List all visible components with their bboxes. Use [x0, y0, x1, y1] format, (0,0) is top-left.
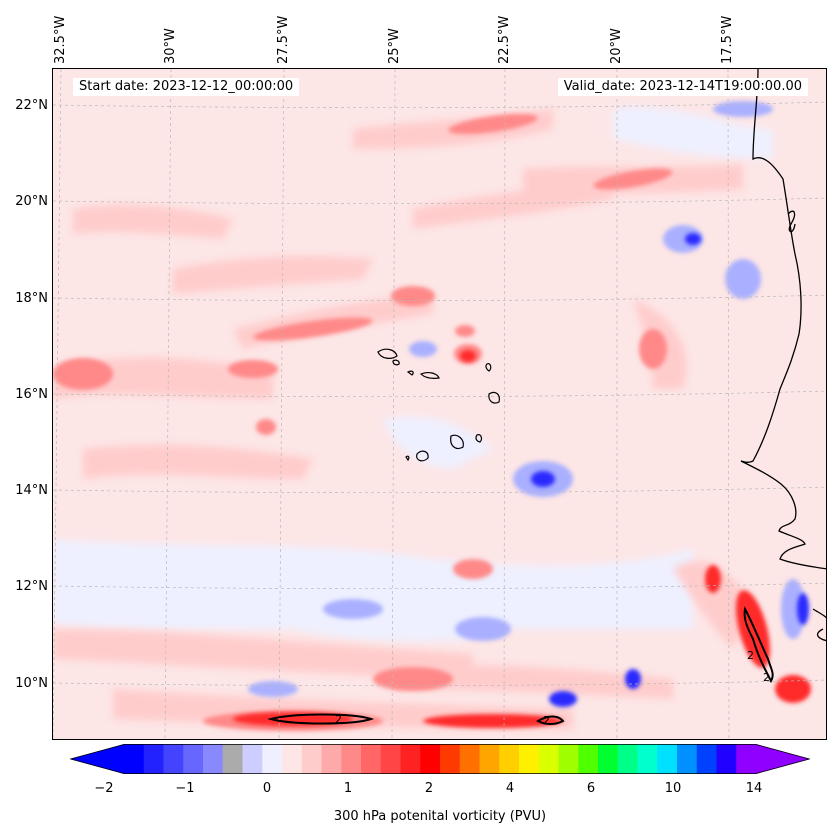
- lon-label: 30°W: [163, 28, 178, 64]
- colorbar-cell: [677, 744, 698, 774]
- lon-label: 22.5°W: [497, 15, 512, 64]
- colorbar-cell: [716, 744, 737, 774]
- valid-date-label: Valid_date: 2023-12-14T19:00:00.00: [557, 78, 808, 96]
- colorbar-cell: [163, 744, 184, 774]
- colorbar-cell: [262, 744, 283, 774]
- colorbar-tick: 6: [586, 781, 596, 796]
- lon-label: 25°W: [387, 28, 402, 64]
- lon-label: 17.5°W: [720, 15, 735, 64]
- colorbar-cell: [301, 744, 323, 774]
- lon-label: 20°W: [609, 28, 624, 64]
- lat-label: 14°N: [15, 483, 48, 498]
- lat-label: 18°N: [15, 291, 48, 306]
- colorbar-tick: −2: [94, 781, 114, 796]
- lon-label: 32.5°W: [53, 15, 68, 64]
- colorbar-cell: [143, 744, 165, 774]
- colorbar-cell: [203, 744, 224, 774]
- coastline: [740, 69, 826, 642]
- lat-label: 16°N: [15, 387, 48, 402]
- colorbar-cell: [637, 744, 658, 774]
- colorbar-cell: [420, 744, 441, 774]
- colorbar-cell: [183, 744, 204, 774]
- colorbar-cell: [519, 744, 540, 774]
- potential-vorticity-map: 2 2 2 2 Start date: 2023-12-12_00:00:00 …: [52, 68, 827, 740]
- pv-contour: [267, 606, 774, 725]
- colorbar-cell: [341, 744, 362, 774]
- colorbar-tick: 14: [745, 781, 763, 796]
- contour-label: 2: [543, 714, 550, 727]
- colorbar-outline: [70, 744, 810, 774]
- colorbar-cell: [380, 744, 402, 774]
- colorbar-cell: [499, 744, 520, 774]
- contour-labels: 2 2 2 2: [335, 649, 770, 727]
- lon-label: 27.5°W: [276, 15, 291, 64]
- colorbar-cell: [598, 744, 619, 774]
- colorbar-cell: [459, 744, 481, 774]
- colorbar-cell: [282, 744, 303, 774]
- contour-label: 2: [335, 713, 342, 726]
- colorbar-cell: [222, 744, 244, 774]
- colorbar-cell: [124, 744, 145, 774]
- colorbar-extend-max: [756, 744, 810, 774]
- start-date-label: Start date: 2023-12-12_00:00:00: [73, 78, 300, 96]
- colorbar-tick: 10: [664, 781, 682, 796]
- lat-label: 12°N: [15, 579, 48, 594]
- colorbar-cell: [736, 744, 757, 774]
- colorbar-tick: 4: [505, 781, 515, 796]
- colorbar-cell: [578, 744, 599, 774]
- colorbar-cell: [440, 744, 461, 774]
- colorbar-cell: [321, 744, 342, 774]
- colorbar-cell: [479, 744, 500, 774]
- colorbar-cell: [696, 744, 718, 774]
- colorbar-tick: 0: [262, 781, 272, 796]
- contour-label: 2: [763, 671, 770, 684]
- islands: [377, 348, 500, 462]
- colorbar-cell: [361, 744, 382, 774]
- colorbar-cell: [400, 744, 421, 774]
- colorbar-extend-min: [70, 744, 124, 774]
- lat-label: 10°N: [15, 676, 48, 691]
- colorbar-tick: 2: [424, 781, 434, 796]
- colorbar-cell: [617, 744, 639, 774]
- map-field: 2 2 2 2: [53, 69, 826, 739]
- colorbar-tick: 1: [343, 781, 353, 796]
- contour-label: 2: [747, 649, 754, 662]
- colorbar-cell: [558, 744, 579, 774]
- colorbar: [70, 744, 810, 774]
- lat-label: 20°N: [15, 194, 48, 209]
- graticule: [53, 69, 826, 739]
- colorbar-tick: −1: [175, 781, 195, 796]
- lat-label: 22°N: [15, 98, 48, 113]
- colorbar-cell: [657, 744, 678, 774]
- colorbar-title: 300 hPa potenital vorticity (PVU): [333, 809, 547, 824]
- colorbar-cell: [242, 744, 263, 774]
- colorbar-cell: [538, 744, 560, 774]
